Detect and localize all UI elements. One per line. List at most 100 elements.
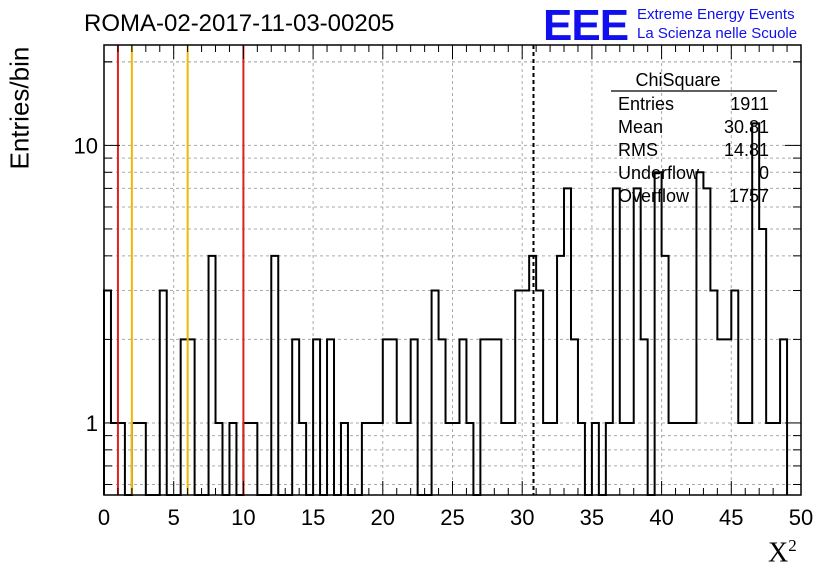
histogram-bin — [181, 339, 188, 495]
histogram-bin — [411, 339, 418, 495]
eee-logo: EEE — [543, 1, 629, 50]
histogram-bin — [731, 291, 738, 495]
histogram-bin — [717, 339, 724, 495]
histogram-bin — [250, 423, 257, 495]
stats-label: Overflow — [618, 186, 690, 206]
histogram-bin — [780, 339, 787, 495]
histogram-bin — [766, 423, 773, 495]
histogram-bin — [578, 423, 585, 495]
histogram-bin — [759, 229, 766, 495]
stats-label: Underflow — [618, 163, 700, 183]
histogram-bin — [362, 423, 369, 495]
histogram-bin — [515, 291, 522, 495]
histogram-bin — [724, 339, 731, 495]
histogram-bin — [209, 256, 216, 495]
x-tick-label: 15 — [301, 505, 325, 530]
histogram-bin — [634, 188, 641, 495]
x-tick-label: 5 — [168, 505, 180, 530]
histogram-bin — [111, 423, 118, 495]
histogram-bin — [620, 423, 627, 495]
histogram-bin — [710, 291, 717, 495]
x-tick-label: 0 — [98, 505, 110, 530]
stats-value: 14.81 — [724, 140, 769, 160]
stats-title: ChiSquare — [635, 70, 720, 90]
histogram-bin — [745, 423, 752, 495]
x-tick-label: 25 — [440, 505, 464, 530]
histogram-bin — [550, 423, 557, 495]
histogram-bin — [369, 423, 376, 495]
histogram-bin — [592, 423, 599, 495]
logo-line-2: La Scienza nelle Scuole — [637, 25, 798, 42]
histogram-bin — [459, 339, 466, 495]
histogram-bin — [703, 188, 710, 495]
stats-box: ChiSquare Entries 1911 Mean 30.81 RMS 14.81 Und… — [611, 70, 777, 206]
y-tick-label: 1 — [86, 411, 98, 436]
histogram-bin — [689, 423, 696, 495]
histogram-bin — [480, 339, 487, 495]
x-tick-label: 35 — [580, 505, 604, 530]
histogram-bin — [676, 423, 683, 495]
x-tick-label: 50 — [789, 505, 813, 530]
histogram-bin — [696, 172, 703, 495]
plot-title: ROMA-02-2017-11-03-00205 — [84, 10, 395, 37]
histogram-bin — [327, 339, 334, 495]
histogram-bin — [641, 339, 648, 495]
y-tick-label: 10 — [74, 133, 98, 158]
histogram-bin — [536, 291, 543, 495]
histogram-bin — [439, 339, 446, 495]
histogram-bin — [397, 423, 404, 495]
grid-layer — [104, 45, 801, 495]
histogram-bin — [453, 423, 460, 495]
histogram-bin — [487, 339, 494, 495]
histogram-bin — [229, 423, 236, 495]
histogram-bin — [466, 423, 473, 495]
histogram-bin — [216, 423, 223, 495]
x-tick-label: 10 — [231, 505, 255, 530]
histogram-bin — [571, 339, 578, 495]
histogram-outline — [103, 122, 789, 496]
histogram-bin — [132, 423, 139, 495]
histogram-bin — [494, 339, 501, 495]
histogram-bin — [390, 339, 397, 495]
histogram-bin — [383, 339, 390, 495]
histogram-bin — [341, 423, 348, 495]
histogram-bin — [446, 423, 453, 495]
histogram-bin — [160, 291, 167, 495]
histogram-bin — [299, 423, 306, 495]
histogram-bin — [118, 423, 125, 495]
stats-value: 0 — [759, 163, 769, 183]
marker-lines-layer — [116, 45, 535, 495]
histogram-bin — [613, 188, 620, 495]
histogram-bin — [662, 256, 669, 495]
stats-label: Entries — [618, 94, 674, 114]
histogram-bin — [773, 423, 780, 495]
x-axis-label-sup: 2 — [788, 536, 797, 555]
logo-line-1: Extreme Energy Events — [637, 6, 795, 23]
histogram-bin — [522, 291, 529, 495]
histogram-bin — [501, 423, 508, 495]
histogram-bin — [655, 172, 662, 495]
histogram-bin — [564, 188, 571, 495]
histogram-bin — [292, 339, 299, 495]
x-tick-label: 20 — [371, 505, 395, 530]
histogram-bin — [104, 291, 111, 495]
x-axis-label: X2 — [768, 536, 797, 569]
stats-value: 30.81 — [724, 117, 769, 137]
axis-ticks: 0 5 10 15 20 25 30 35 40 45 50 1 10 — [74, 45, 813, 530]
stats-value: 1911 — [730, 94, 769, 114]
histogram-bin — [606, 423, 613, 495]
histogram-bin — [627, 423, 634, 495]
stats-value: 1757 — [729, 186, 769, 206]
histogram-bin — [139, 423, 146, 495]
histogram-bin — [543, 423, 550, 495]
stats-label: RMS — [618, 140, 658, 160]
histogram-bin — [313, 339, 320, 495]
histogram-bin — [508, 423, 515, 495]
x-tick-label: 40 — [649, 505, 673, 530]
histogram-bin — [669, 423, 676, 495]
histogram-layer — [103, 122, 789, 496]
stats-label: Mean — [618, 117, 663, 137]
x-tick-label: 45 — [719, 505, 743, 530]
histogram-bin — [376, 423, 383, 495]
